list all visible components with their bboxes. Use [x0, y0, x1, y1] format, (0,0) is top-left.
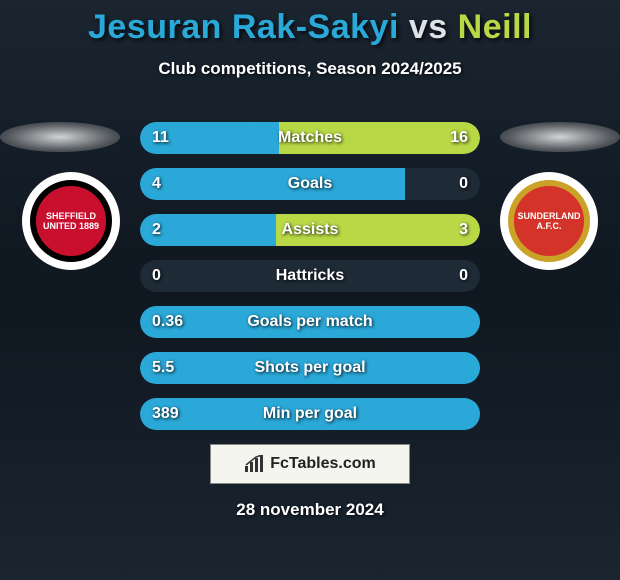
stat-bars-container: 1116Matches 40Goals 23Assists 00Hattricks 0.… [140, 122, 480, 444]
stat-label: Matches [140, 129, 480, 147]
club-badge-left: SHEFFIELD UNITED 1889 [22, 172, 120, 270]
stat-row: 389Min per goal [140, 398, 480, 430]
date-label: 28 november 2024 [0, 500, 620, 520]
comparison-title: Jesuran Rak-Sakyi vs Neill [0, 0, 620, 47]
stat-label: Goals per match [140, 313, 480, 331]
stat-row: 1116Matches [140, 122, 480, 154]
chart-icon [244, 455, 266, 473]
stat-row: 23Assists [140, 214, 480, 246]
stat-label: Assists [140, 221, 480, 239]
stat-row: 00Hattricks [140, 260, 480, 292]
club-right-text: SUNDERLAND A.F.C. [518, 211, 581, 231]
club-badge-right: SUNDERLAND A.F.C. [500, 172, 598, 270]
watermark: FcTables.com [210, 444, 410, 484]
player2-name: Neill [458, 8, 532, 46]
player1-name: Jesuran Rak-Sakyi [88, 8, 399, 46]
player2-silhouette-spot [500, 122, 620, 152]
stat-row: 40Goals [140, 168, 480, 200]
stat-row: 5.5Shots per goal [140, 352, 480, 384]
player1-silhouette-spot [0, 122, 120, 152]
subtitle: Club competitions, Season 2024/2025 [0, 59, 620, 79]
club-left-text: SHEFFIELD UNITED 1889 [40, 211, 102, 231]
watermark-text: FcTables.com [270, 455, 376, 473]
stat-label: Hattricks [140, 267, 480, 285]
stat-label: Min per goal [140, 405, 480, 423]
stat-label: Goals [140, 175, 480, 193]
club-badge-left-inner: SHEFFIELD UNITED 1889 [30, 180, 112, 262]
stat-row: 0.36Goals per match [140, 306, 480, 338]
club-badge-right-inner: SUNDERLAND A.F.C. [508, 180, 590, 262]
vs-label: vs [409, 8, 448, 46]
stat-label: Shots per goal [140, 359, 480, 377]
